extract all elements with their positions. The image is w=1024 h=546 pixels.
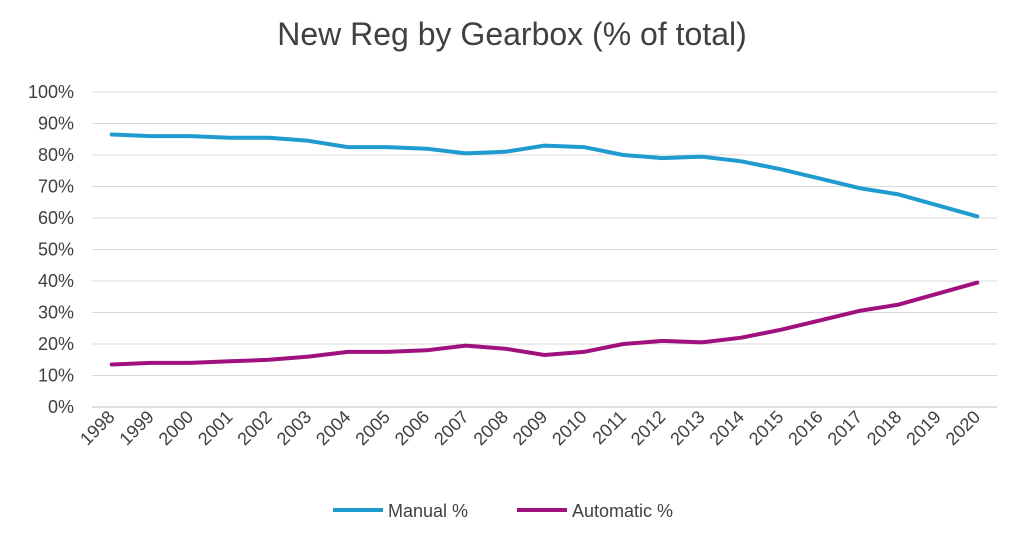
series-line-automatic bbox=[109, 280, 980, 367]
x-tick-label: 2016 bbox=[784, 407, 826, 449]
x-tick-label: 2007 bbox=[430, 407, 472, 449]
x-tick-label: 2013 bbox=[666, 407, 708, 449]
x-tick-label: 2014 bbox=[706, 407, 748, 449]
y-tick-label: 80% bbox=[38, 145, 74, 165]
y-tick-label: 70% bbox=[38, 177, 74, 197]
x-tick-label: 2015 bbox=[745, 407, 787, 449]
x-axis-ticks: 1998199920002001200220032004200520062007… bbox=[76, 407, 984, 449]
series-lines bbox=[109, 132, 980, 367]
x-tick-label: 2009 bbox=[509, 407, 551, 449]
y-tick-label: 40% bbox=[38, 271, 74, 291]
x-tick-label: 2002 bbox=[233, 407, 275, 449]
x-tick-label: 2010 bbox=[548, 407, 590, 449]
x-tick-label: 2019 bbox=[902, 407, 944, 449]
y-tick-label: 0% bbox=[48, 397, 74, 417]
x-tick-label: 2008 bbox=[470, 407, 512, 449]
x-tick-label: 1998 bbox=[76, 407, 118, 449]
x-tick-label: 2003 bbox=[273, 407, 315, 449]
y-tick-label: 10% bbox=[38, 366, 74, 386]
y-tick-label: 30% bbox=[38, 303, 74, 323]
x-tick-label: 2001 bbox=[194, 407, 236, 449]
x-tick-label: 2017 bbox=[824, 407, 866, 449]
x-tick-label: 2004 bbox=[312, 407, 354, 449]
x-tick-label: 2020 bbox=[942, 407, 984, 449]
y-axis-ticks: 0% 10% 20% 30% 40% 50% 60% 70% 80% 90% 100% bbox=[28, 82, 74, 417]
chart-title: New Reg by Gearbox (% of total) bbox=[277, 16, 747, 52]
x-tick-label: 2006 bbox=[391, 407, 433, 449]
y-tick-label: 100% bbox=[28, 82, 74, 102]
gridlines bbox=[92, 91, 997, 408]
x-tick-label: 2011 bbox=[589, 407, 631, 449]
x-tick-label: 2000 bbox=[155, 407, 197, 449]
x-tick-label: 2012 bbox=[627, 407, 669, 449]
legend-label: Automatic % bbox=[572, 501, 673, 521]
y-tick-label: 60% bbox=[38, 208, 74, 228]
legend: Manual % Automatic % bbox=[333, 501, 673, 521]
y-tick-label: 90% bbox=[38, 114, 74, 134]
series-line-manual bbox=[109, 132, 980, 219]
x-tick-label: 2018 bbox=[863, 407, 905, 449]
y-tick-label: 50% bbox=[38, 240, 74, 260]
legend-label: Manual % bbox=[388, 501, 468, 521]
x-tick-label: 2005 bbox=[351, 407, 393, 449]
y-tick-label: 20% bbox=[38, 334, 74, 354]
x-tick-label: 1999 bbox=[115, 407, 157, 449]
